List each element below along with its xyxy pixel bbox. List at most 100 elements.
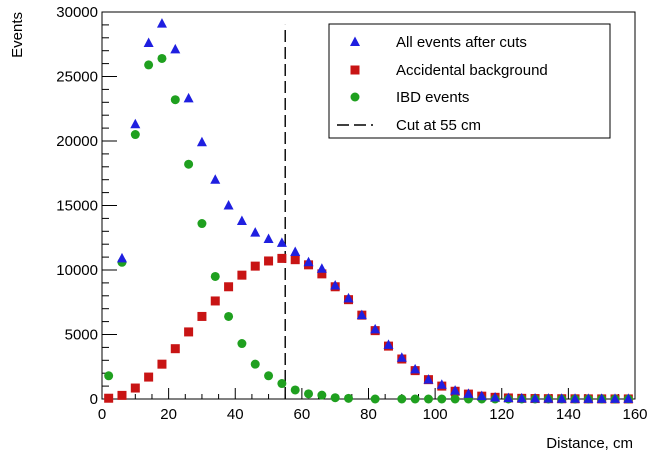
data-point <box>130 118 141 129</box>
data-point <box>223 200 234 210</box>
data-point <box>476 390 487 401</box>
data-point <box>503 392 514 403</box>
data-point <box>330 279 341 290</box>
data-point <box>290 255 300 265</box>
data-point <box>330 393 340 403</box>
data-point <box>156 18 167 28</box>
data-point <box>370 394 380 404</box>
x-axis-label: Distance, cm <box>546 435 633 452</box>
x-tick-label: 160 <box>622 406 647 423</box>
data-point <box>104 371 114 381</box>
legend-symbol <box>350 92 360 102</box>
x-tick-label: 40 <box>227 406 244 423</box>
data-point <box>183 92 194 103</box>
data-point <box>264 371 274 381</box>
data-point <box>356 309 367 320</box>
data-point <box>116 252 127 263</box>
data-point <box>224 282 234 292</box>
y-tick-label: 10000 <box>56 262 98 279</box>
data-point <box>236 215 247 225</box>
data-point <box>197 311 207 321</box>
data-point <box>224 311 234 321</box>
data-point <box>463 388 474 398</box>
data-point <box>383 339 394 349</box>
y-tick-label: 25000 <box>56 69 98 86</box>
data-point <box>450 385 461 395</box>
data-point <box>104 393 114 403</box>
data-point <box>596 393 607 403</box>
y-tick-label: 30000 <box>56 4 98 21</box>
legend-label-ibd: IBD events <box>396 89 469 106</box>
data-point <box>170 43 181 54</box>
data-point <box>276 237 287 247</box>
legend-label-cut: Cut at 55 cm <box>396 117 481 134</box>
data-point <box>237 270 247 280</box>
data-point <box>423 374 434 384</box>
data-point <box>316 263 327 273</box>
data-point <box>437 394 447 404</box>
legend-label-accidental: Accidental background <box>396 62 548 79</box>
y-axis-label: Events <box>9 12 26 58</box>
series-triangle <box>116 18 634 403</box>
data-point <box>196 136 207 147</box>
data-point <box>410 394 420 404</box>
data-point <box>397 394 407 404</box>
y-tick-label: 5000 <box>65 327 98 344</box>
legend-box <box>328 23 611 139</box>
data-point <box>304 389 314 399</box>
data-point <box>317 390 327 400</box>
legend-symbol <box>350 65 360 75</box>
data-point <box>250 359 260 369</box>
data-point <box>436 379 447 389</box>
x-tick-label: 80 <box>360 406 377 423</box>
data-point <box>237 339 247 349</box>
data-point <box>277 379 287 389</box>
data-point <box>170 344 180 354</box>
y-tick-label: 0 <box>90 391 98 408</box>
data-point <box>210 174 221 184</box>
data-point <box>556 393 567 403</box>
series-square <box>104 253 633 404</box>
data-point <box>290 246 301 256</box>
data-point <box>303 256 314 267</box>
axis-tick-labels: 0 20 40 60 80 100 120 140 160 0 5000 10000 15000 2000… <box>56 4 647 423</box>
data-point <box>144 372 154 382</box>
data-point <box>396 352 407 362</box>
data-point <box>343 292 354 303</box>
data-point <box>264 256 274 266</box>
y-tick-label: 15000 <box>56 198 98 215</box>
data-point <box>170 95 180 105</box>
data-point <box>117 390 127 400</box>
data-point <box>130 130 140 140</box>
legend-symbol <box>350 36 360 46</box>
data-point <box>250 227 261 237</box>
x-tick-label: 20 <box>160 406 177 423</box>
data-point <box>370 323 381 334</box>
data-point <box>157 53 167 63</box>
legend-symbols <box>337 36 373 126</box>
data-point <box>317 269 327 279</box>
data-point <box>530 392 541 403</box>
data-point <box>516 392 527 403</box>
data-point <box>583 393 594 403</box>
data-point <box>184 327 194 337</box>
legend-label-all-events: All events after cuts <box>396 34 527 51</box>
x-tick-label: 140 <box>556 406 581 423</box>
data-point <box>143 37 154 47</box>
x-tick-label: 60 <box>294 406 311 423</box>
data-point <box>410 363 421 374</box>
data-point <box>210 296 220 306</box>
series-circle <box>104 53 633 404</box>
data-point <box>197 219 207 229</box>
data-point <box>250 261 260 271</box>
data-point <box>610 393 621 403</box>
data-marks <box>104 18 634 404</box>
data-point <box>423 394 433 404</box>
data-point <box>144 60 154 70</box>
y-tick-label: 20000 <box>56 133 98 150</box>
data-point <box>130 383 140 393</box>
data-point <box>210 271 220 281</box>
data-point <box>277 253 287 263</box>
data-point <box>623 393 634 403</box>
data-point <box>184 159 194 169</box>
